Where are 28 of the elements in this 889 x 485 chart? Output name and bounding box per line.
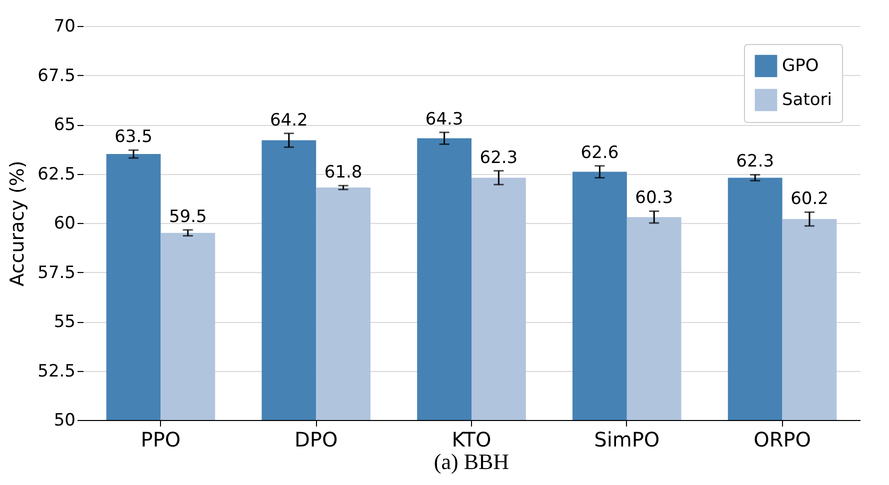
text: (a) BBH — [434, 449, 510, 474]
data-label: 60.2 — [790, 189, 828, 210]
data-label: 62.3 — [736, 152, 774, 172]
data-label: 64.3 — [425, 109, 464, 130]
x-tick-label: DPO — [294, 428, 338, 452]
y-tick-label: 67.5 — [38, 66, 76, 86]
x-tick-label: SimPO — [594, 428, 660, 452]
y-tick-label: 50 — [54, 410, 76, 430]
data-label: 63.5 — [114, 127, 152, 148]
y-tick-label: 62.5 — [38, 164, 76, 184]
data-label: 61.8 — [324, 162, 362, 183]
x-tick-label: PPO — [140, 428, 181, 452]
y-tick-label: 70 — [54, 16, 76, 36]
data-label: 60.3 — [635, 188, 674, 208]
data-label: 62.3 — [480, 148, 518, 168]
x-tick-label: KTO — [452, 428, 492, 452]
data-label: 62.6 — [580, 142, 619, 163]
y-tick-label: 52.5 — [38, 361, 76, 382]
x-tick-label: ORPO — [754, 428, 812, 452]
y-tick-label: 57.5 — [38, 262, 76, 283]
data-label: 64.2 — [270, 110, 308, 130]
y-tick-label: 65 — [54, 115, 76, 135]
y-axis-title: Accuracy (%) — [6, 160, 29, 286]
data-label: 59.5 — [168, 206, 207, 227]
legend-label: GPO — [782, 56, 819, 76]
legend-label: Satori — [782, 90, 832, 110]
y-tick-label: 55 — [54, 312, 76, 332]
y-tick-label: 60 — [54, 214, 76, 234]
